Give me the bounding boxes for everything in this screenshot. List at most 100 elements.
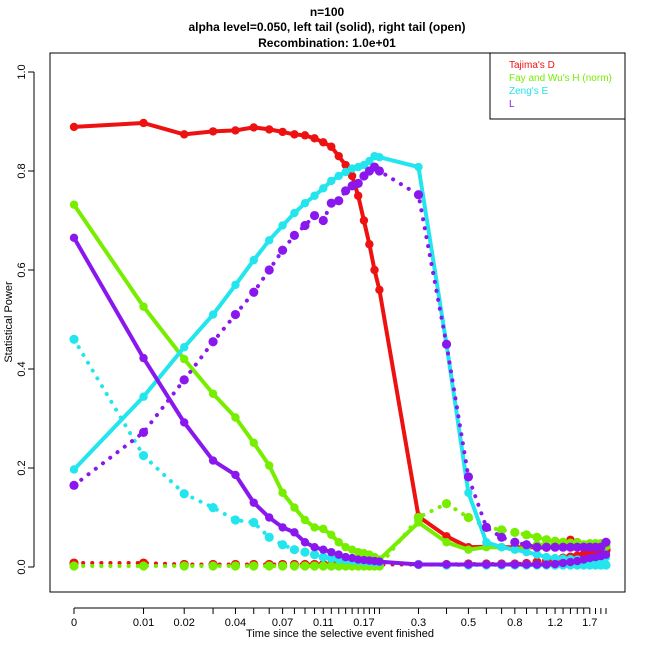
point-left-tajima-s-d [278,127,287,137]
legend: Tajima's D Fay and Wu's H (norm) Zeng's … [489,52,626,120]
series-line-right-l [72,164,608,550]
point-left-fay-and-wu-s-h-norm [464,545,473,554]
point-right-l [565,542,576,552]
point-right-fay-and-wu-s-h-norm [289,561,300,571]
point-left-l [265,513,274,522]
point-left-zeng-s-e [341,167,350,177]
point-right-zeng-s-e [309,550,320,560]
point-right-fay-and-wu-s-h-norm [264,561,274,571]
point-right-l [463,472,474,482]
point-right-fay-and-wu-s-h-norm [441,499,452,509]
legend-entry-zengs-e: Zeng's E [509,86,548,97]
point-right-fay-and-wu-s-h-norm [521,530,532,540]
point-right-fay-and-wu-s-h-norm [249,561,259,571]
point-left-zeng-s-e [139,392,148,401]
point-left-fay-and-wu-s-h-norm [327,530,336,540]
point-left-l [334,550,343,559]
point-left-tajima-s-d [310,134,319,143]
point-right-zeng-s-e [179,489,189,499]
x-tick-label: 0.07 [272,617,293,629]
series-tajima-s-d [69,118,611,570]
point-left-l [327,547,336,557]
point-left-zeng-s-e [310,191,319,200]
chart-title-line-2: alpha level=0.050, left tail (solid), ri… [188,20,465,34]
point-left-tajima-s-d [370,265,379,275]
point-left-l [558,558,568,568]
point-right-l [413,190,424,200]
series-l [69,162,611,569]
point-right-zeng-s-e [69,334,79,344]
y-tick-label: 0.6 [16,262,28,277]
y-tick-label: 1.0 [16,64,28,79]
point-left-tajima-s-d [290,130,299,139]
point-left-l [310,543,319,552]
y-tick-label: 0.2 [16,460,28,475]
point-left-l [532,560,542,569]
point-right-fay-and-wu-s-h-norm [309,561,320,571]
point-left-l [249,498,258,507]
legend-box [489,52,626,120]
point-left-zeng-s-e [208,310,218,319]
x-tick-label: 0.11 [313,617,334,629]
point-right-l [318,215,328,226]
point-right-fay-and-wu-s-h-norm [69,561,79,571]
point-left-fay-and-wu-s-h-norm [69,200,79,209]
point-left-l [497,560,506,569]
point-left-zeng-s-e [319,184,328,193]
point-left-zeng-s-e [482,538,491,547]
point-left-tajima-s-d [319,138,328,147]
point-right-fay-and-wu-s-h-norm [341,561,351,571]
point-right-fay-and-wu-s-h-norm [179,561,189,571]
point-left-tajima-s-d [231,126,240,135]
x-tick-label: 0.04 [225,617,246,629]
point-left-l [414,560,423,569]
legend-entry-fay-and-wus-h: Fay and Wu's H (norm) [509,73,612,84]
series-zeng-s-e [69,151,611,570]
series-layer [69,118,611,571]
point-left-tajima-s-d [375,285,384,294]
point-right-fay-and-wu-s-h-norm [230,561,241,571]
point-right-fay-and-wu-s-h-norm [541,535,552,545]
point-left-tajima-s-d [347,171,357,181]
point-right-l [353,178,363,188]
legend-entry-tajimas-d: Tajima's D [509,60,555,71]
point-right-l [69,480,79,490]
point-left-fay-and-wu-s-h-norm [442,538,451,547]
point-left-l [442,560,451,569]
point-left-tajima-s-d [341,160,350,170]
point-left-zeng-s-e [300,198,310,208]
point-left-l [482,560,491,569]
x-tick-label: 0.17 [353,617,374,629]
point-left-l [208,456,218,465]
point-left-l [573,556,582,566]
y-axis: 0.0 0.2 0.4 0.6 0.8 1.0 [16,64,35,575]
point-right-zeng-s-e [208,503,218,513]
point-left-zeng-s-e [231,280,240,290]
point-left-fay-and-wu-s-h-norm [139,302,148,311]
x-tick-label: 1.7 [582,617,597,629]
point-left-tajima-s-d [180,130,189,139]
point-right-l [300,220,310,231]
point-right-fay-and-wu-s-h-norm [510,527,520,537]
x-axis: 0 0.01 0.02 0.04 0.07 0.11 0.17 0.3 0.5 0.8 1.2 1.7 [71,607,607,629]
point-left-tajima-s-d [334,151,343,161]
point-right-zeng-s-e [138,451,149,461]
point-right-zeng-s-e [300,547,310,557]
point-left-tajima-s-d [265,125,274,134]
point-right-fay-and-wu-s-h-norm [334,561,344,571]
point-right-fay-and-wu-s-h-norm [138,561,149,571]
y-axis-label: Statistical Power [3,281,15,363]
point-left-fay-and-wu-s-h-norm [208,389,218,398]
point-left-tajima-s-d [208,127,218,136]
point-left-l [278,523,287,532]
point-right-fay-and-wu-s-h-norm [208,561,218,571]
point-right-l [550,542,560,552]
point-right-fay-and-wu-s-h-norm [326,561,336,571]
point-right-l [510,537,520,547]
point-right-l [497,532,507,542]
point-left-zeng-s-e [375,152,384,162]
point-left-l [319,545,328,554]
point-right-l [521,540,532,550]
point-left-zeng-s-e [265,236,274,245]
